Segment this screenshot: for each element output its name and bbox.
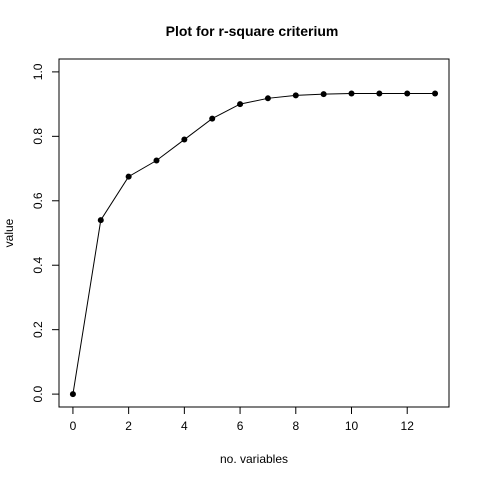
data-point xyxy=(125,173,132,180)
x-tick-label: 4 xyxy=(181,419,188,433)
x-tick-label: 10 xyxy=(345,419,359,433)
y-tick-label: 0.0 xyxy=(31,385,45,402)
x-tick-label: 0 xyxy=(70,419,77,433)
y-axis: 0.0 0.2 0.4 0.6 0.8 1.0 xyxy=(31,63,59,402)
y-axis-label: value xyxy=(2,218,16,247)
data-point xyxy=(209,115,216,122)
y-tick-label: 0.2 xyxy=(31,321,45,338)
data-point xyxy=(404,90,411,97)
data-point xyxy=(153,157,160,164)
series-layer xyxy=(69,90,439,398)
y-tick-label: 0.8 xyxy=(31,128,45,145)
x-tick-label: 2 xyxy=(125,419,132,433)
x-tick-label: 12 xyxy=(401,419,415,433)
chart-title: Plot for r-square criterium xyxy=(166,23,339,39)
data-point xyxy=(320,91,327,98)
data-point xyxy=(264,95,271,102)
data-point xyxy=(69,391,76,398)
data-point xyxy=(376,90,383,97)
y-tick-label: 0.6 xyxy=(31,192,45,209)
data-point xyxy=(181,136,188,143)
x-tick-label: 8 xyxy=(292,419,299,433)
data-point xyxy=(237,101,244,108)
data-point xyxy=(348,90,355,97)
data-point xyxy=(432,90,439,97)
plot-frame xyxy=(58,58,450,408)
data-point xyxy=(97,217,104,224)
data-point xyxy=(292,92,299,99)
x-axis: 0 2 4 6 8 10 12 xyxy=(70,407,415,433)
y-tick-label: 1.0 xyxy=(31,63,45,80)
y-tick-label: 0.4 xyxy=(31,257,45,274)
series-line xyxy=(72,92,436,395)
x-tick-label: 6 xyxy=(237,419,244,433)
x-axis-label: no. variables xyxy=(220,452,288,466)
